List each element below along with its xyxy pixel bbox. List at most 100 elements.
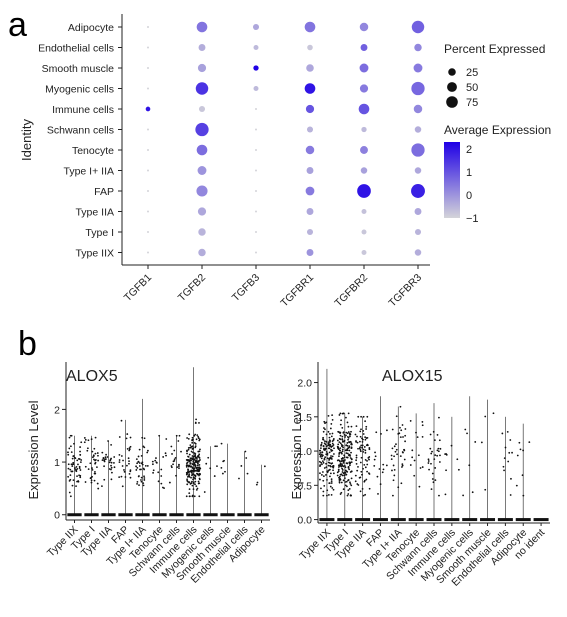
violin-point [378, 468, 381, 470]
violin-point [186, 471, 189, 474]
violin-point [322, 475, 325, 478]
violin-point [400, 482, 403, 485]
violin-point [187, 446, 190, 449]
violin-point [151, 463, 154, 466]
violin-point [177, 440, 180, 442]
violin-point [67, 463, 70, 466]
dot [147, 190, 149, 192]
violin-point [192, 460, 195, 463]
violin-point [357, 484, 360, 486]
violin-point [187, 471, 190, 474]
dotplot-identity-label: Adipocyte [68, 22, 114, 34]
violin-point [79, 446, 82, 448]
violin-point [170, 445, 173, 448]
violin-point [104, 458, 106, 461]
violin-point [90, 438, 93, 441]
violin-point [198, 466, 201, 469]
violin-point [332, 469, 334, 472]
violin-point [393, 455, 396, 458]
violin-point [430, 452, 433, 455]
violin-point [143, 477, 146, 479]
violin-point [94, 470, 96, 473]
violin-point [510, 477, 512, 480]
violin-point [329, 465, 332, 468]
violin-point [321, 460, 324, 463]
dot [305, 186, 315, 196]
dot [305, 145, 315, 155]
violin-point [374, 451, 376, 454]
size-legend-dot [448, 68, 456, 76]
dot [252, 23, 260, 31]
violin-point [341, 450, 344, 453]
violin-point [141, 463, 144, 466]
violin-point [347, 425, 350, 428]
violin-point [399, 436, 402, 439]
size-legend-title: Percent Expressed [444, 42, 545, 56]
dotplot-identity-label: Schwann cells [47, 125, 114, 137]
dot [361, 209, 367, 214]
violin-point [120, 475, 123, 478]
dotplot-gene-label: TGFB3 [230, 272, 263, 305]
dot [414, 249, 422, 256]
violin-point [347, 438, 349, 441]
violin-point [346, 432, 349, 435]
violin-point [341, 438, 344, 441]
violin-point [349, 441, 352, 443]
violin-point [83, 437, 86, 439]
violin-point [197, 450, 200, 453]
violin-point [322, 479, 325, 482]
violin-point [431, 472, 434, 475]
violin-point [492, 412, 495, 415]
violin-point [341, 448, 344, 451]
violin-point [113, 466, 116, 469]
violin-point [172, 460, 175, 463]
violin-point [190, 482, 193, 485]
violin-point [519, 448, 522, 451]
violin-point [329, 468, 331, 471]
violin-point [350, 484, 353, 487]
violin-point [336, 439, 339, 442]
violin-point [192, 451, 194, 454]
violin-point [93, 479, 96, 482]
violin-point [188, 460, 191, 463]
violin-point [194, 453, 197, 455]
violin-point [431, 450, 433, 453]
dotplot-identity-label: Smooth muscle [42, 63, 115, 75]
violin-point [368, 447, 371, 449]
violin-point [74, 457, 77, 460]
violin-point [445, 453, 448, 456]
dot [361, 229, 367, 235]
violin-point [355, 440, 357, 442]
violin-point [106, 456, 109, 458]
violin-point [193, 495, 196, 498]
dot [255, 169, 257, 172]
violin-point [216, 465, 218, 468]
violin-point [154, 459, 157, 462]
violin-point [457, 468, 460, 471]
violin-point [381, 471, 384, 474]
violin-point [191, 474, 193, 477]
violin-point [188, 492, 191, 495]
violin-point [364, 420, 367, 423]
violin-point [209, 467, 212, 470]
dot [147, 251, 149, 254]
violin-zero-band [462, 518, 478, 522]
violin-point [190, 476, 192, 479]
dotplot-identity-label: Myogenic cells [45, 84, 114, 96]
violin-point [364, 466, 367, 469]
violin-point [79, 474, 82, 477]
violin-point [330, 450, 333, 452]
violin-point [69, 434, 72, 437]
violin-point [373, 458, 376, 461]
violin-point [337, 443, 340, 446]
violin-point [328, 457, 331, 460]
violin-point [404, 428, 407, 430]
violin-point [160, 475, 163, 477]
violin-point [90, 479, 93, 482]
violin-point [74, 467, 76, 469]
violin-point [466, 432, 468, 435]
violin-point [141, 436, 144, 439]
violin-point [347, 466, 350, 468]
violin-point [364, 458, 367, 461]
violin-point [138, 448, 141, 451]
